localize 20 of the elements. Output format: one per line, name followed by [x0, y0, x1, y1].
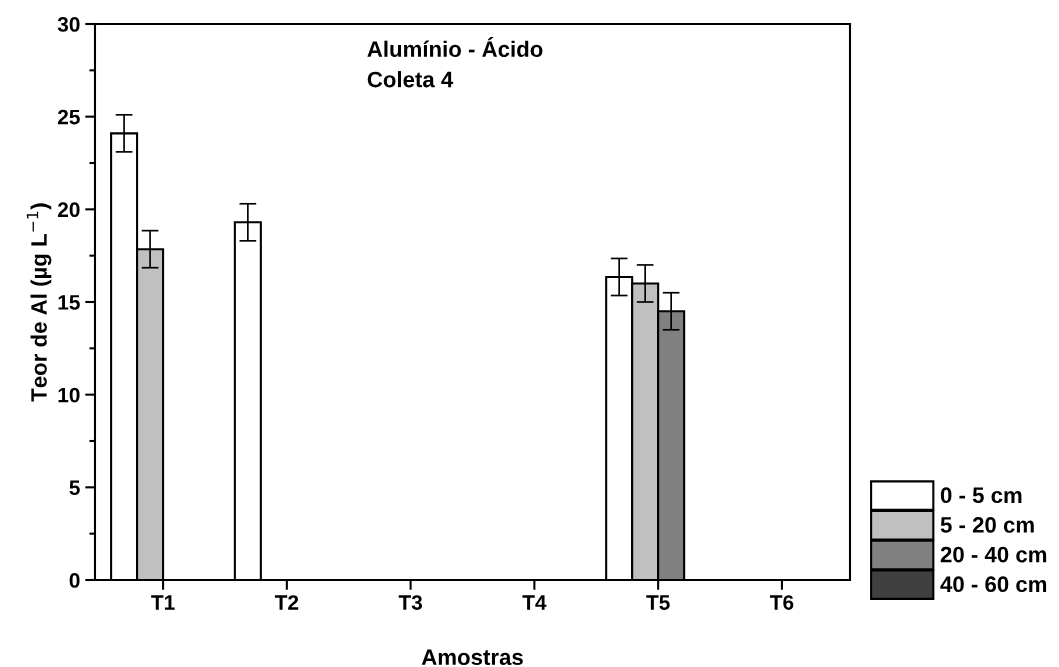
- x-tick-label: T3: [398, 595, 423, 610]
- y-axis-title: Teor de Al (µg L$^{−1}$): [26, 203, 52, 402]
- x-axis-title: Amostras: [421, 649, 523, 666]
- x-tick-label: T2: [274, 595, 299, 610]
- y-tick-label: 15: [58, 295, 80, 310]
- x-tick-label: T6: [770, 595, 794, 610]
- y-tick-label: 20: [57, 202, 80, 218]
- legend-label: 40 - 60 cm: [940, 576, 1047, 593]
- y-tick-label: 25: [57, 109, 80, 125]
- y-tick-label: 5: [69, 480, 80, 496]
- y-tick-label: 10: [58, 387, 80, 403]
- legend-label: 5 - 20 cm: [940, 517, 1034, 533]
- y-tick-label: 30: [57, 17, 80, 32]
- y-tick-label: 0: [69, 573, 80, 588]
- x-tick-label: T4: [522, 595, 547, 610]
- legend-label: 20 - 40 cm: [940, 546, 1047, 563]
- legend-label: 0 - 5 cm: [940, 487, 1022, 504]
- x-tick-label: T1: [151, 595, 175, 610]
- text: Alumínio - Ácido Coleta 4: [367, 37, 543, 88]
- x-tick-label: T5: [646, 595, 670, 610]
